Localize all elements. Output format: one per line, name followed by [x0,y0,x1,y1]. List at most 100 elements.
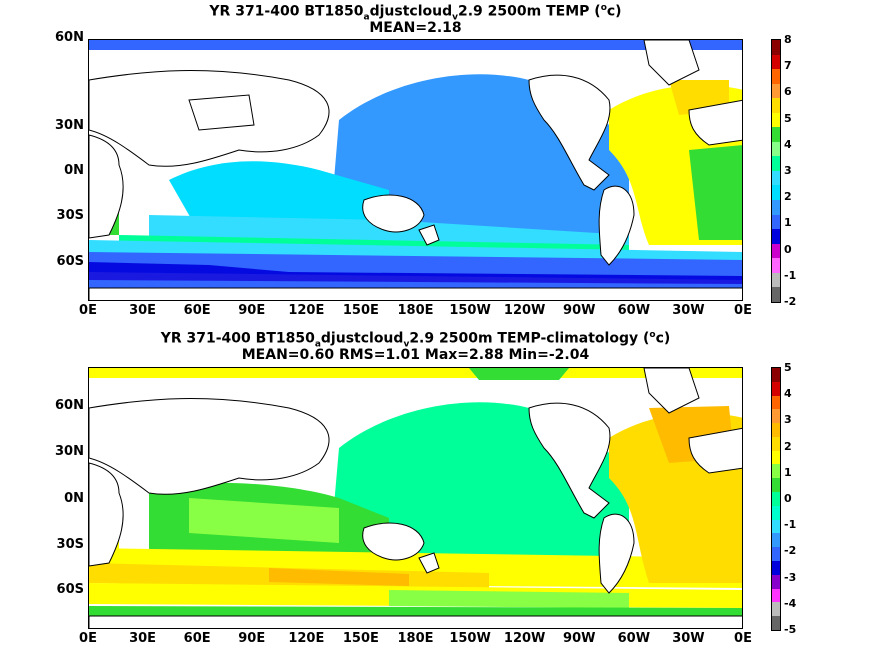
lon-label: 0E [734,303,752,318]
colorbar-swatch [772,423,780,437]
colorbar-swatch [772,258,780,273]
colorbar-swatch [772,170,780,186]
lon-label: 120E [288,631,325,646]
lon-label: 120E [288,303,325,318]
colorbar-label: -2 [784,544,797,558]
colorbar-label: 7 [784,59,792,73]
colorbar-swatch [772,243,780,259]
colorbar-swatch [772,156,780,171]
colorbar-swatch [772,519,780,534]
map-field-2 [89,368,742,628]
colorbar-swatch [772,381,780,396]
lon-label: 60W [617,303,651,318]
colorbar-swatch [772,409,780,424]
colorbar-swatch [772,98,780,113]
colorbar-swatch [772,83,780,99]
lat-label: 60S [56,582,84,597]
lon-label: 30W [672,303,705,318]
lon-label: 60W [617,631,651,646]
colorbar-swatch [772,436,780,451]
colorbar-swatch [772,533,780,548]
lon-label: 0E [734,631,752,646]
colorbar-label: -1 [784,268,797,282]
lon-label: 150E [342,631,379,646]
lon-label: 150W [449,303,491,318]
colorbar-swatch [772,54,780,70]
lat-label: 0N [64,491,84,506]
lat-label: 30N [55,118,84,133]
colorbar-label: 8 [784,33,792,46]
colorbar-label: 3 [784,413,792,427]
colorbar-swatch [772,368,780,382]
colorbar-label: -1 [784,518,797,532]
colorbar-swatch [772,185,780,201]
colorbar-swatch [772,505,780,520]
map-field-1 [89,40,742,300]
colorbar-label: -5 [784,623,797,636]
colorbar-swatch [772,127,780,142]
colorbar-swatch [772,560,780,575]
lon-label: 90W [563,303,596,318]
colorbar-label: 6 [784,85,792,99]
colorbar-label: 5 [784,111,792,125]
lon-label: 30E [129,631,157,646]
lon-label: 30E [129,303,157,318]
colorbar-label: 4 [784,137,792,151]
lat-label: 60N [55,398,84,413]
lon-label: 150E [342,303,379,318]
lon-label: 180E [397,631,434,646]
lat-label: 30S [56,537,84,552]
lon-label: 90E [238,303,266,318]
temperature-map-2 [88,367,743,629]
lon-label: 60E [183,631,211,646]
colorbar-swatch [772,478,780,493]
colorbar-swatch [772,229,780,244]
colorbar-swatch [772,395,780,410]
lon-label: 150W [449,631,491,646]
lon-label: 60E [183,303,211,318]
colorbar-label: 4 [784,387,792,401]
colorbar-label: 0 [784,492,792,505]
lat-label: 0N [64,163,84,178]
colorbar-label: -2 [784,295,797,308]
lon-label: 90E [238,631,266,646]
lon-label: 120W [503,303,546,318]
lon-label: 120W [503,631,546,646]
colorbar-swatch [772,450,780,465]
temperature-map-1 [88,39,743,301]
map-title-1: YR 371-400 BT1850adjustcloudv2.9 2500m T… [209,3,622,23]
lon-label: 90W [563,631,596,646]
colorbar-swatch [772,200,780,215]
lat-label: 60S [56,254,84,269]
lat-label: 60N [55,30,84,45]
colorbar-swatch [772,69,780,84]
lat-label: 30S [56,208,84,223]
colorbar-swatch [772,141,780,157]
colorbar-swatch [772,287,780,302]
colorbar-swatch [772,272,780,288]
colorbar-label: 5 [784,361,792,374]
colorbar-swatch [772,214,780,230]
map-stats-2: MEAN=0.60 RMS=1.01 Max=2.88 Min=-2.04 [241,347,590,363]
colorbar-label: 1 [784,216,792,230]
colorbar-label: 2 [784,190,792,204]
lon-label: 180E [397,303,434,318]
colorbar-swatch [772,602,780,617]
lon-label: 0E [79,631,97,646]
colorbar-label: 3 [784,164,792,177]
colorbar-swatch [772,40,780,55]
colorbar-swatch [772,574,780,589]
colorbar-label: 2 [784,439,792,453]
colorbar-label: -3 [784,570,797,584]
lon-label: 0E [79,303,97,318]
map-title-2: YR 371-400 BT1850adjustcloudv2.9 2500m T… [160,330,671,350]
map-stats-1: MEAN=2.18 [369,20,462,36]
colorbar-swatch [772,588,780,603]
lon-label: 30W [672,631,705,646]
colorbar-swatch [772,616,780,630]
colorbar-2 [771,367,781,631]
colorbar-label: 1 [784,465,792,479]
lat-label: 30N [55,444,84,459]
colorbar-label: -4 [784,596,797,610]
colorbar-swatch [772,492,780,506]
